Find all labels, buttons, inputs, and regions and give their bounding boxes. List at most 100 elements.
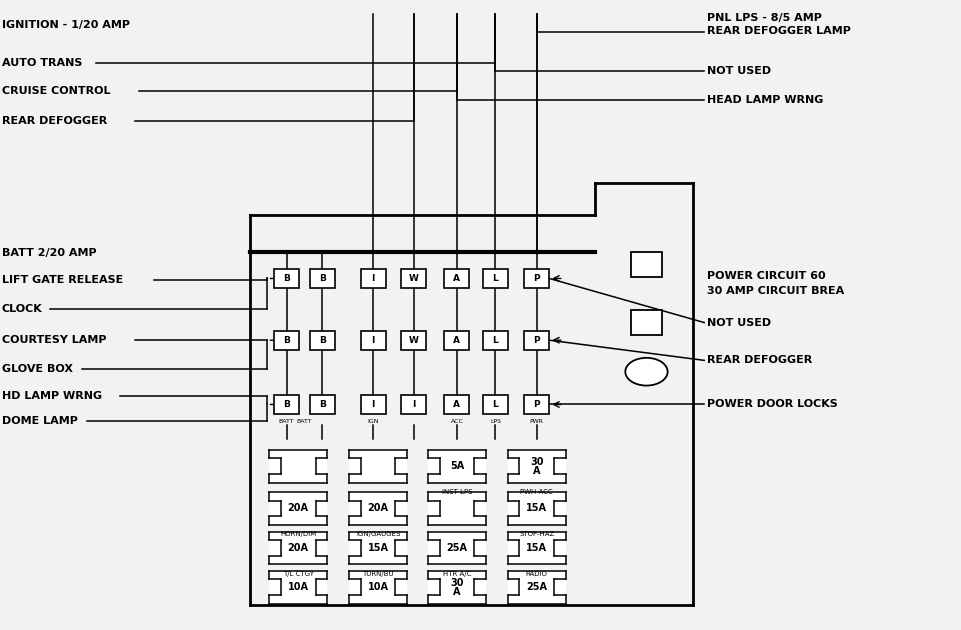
Text: 10A: 10A	[287, 582, 308, 592]
Text: 30 AMP CIRCUIT BREA: 30 AMP CIRCUIT BREA	[706, 286, 844, 296]
Text: 20A: 20A	[367, 503, 388, 513]
Text: W: W	[408, 274, 418, 283]
Text: A: A	[453, 400, 460, 409]
Text: HEAD LAMP WRNG: HEAD LAMP WRNG	[706, 94, 823, 105]
Bar	[524, 331, 549, 350]
Text: IGNITION - 1/20 AMP: IGNITION - 1/20 AMP	[2, 20, 130, 30]
Text: NOT USED: NOT USED	[706, 318, 771, 328]
Bar	[428, 492, 485, 525]
Text: 20A: 20A	[287, 543, 308, 553]
Text: HTR A/C: HTR A/C	[442, 571, 471, 577]
Text: PNL LPS - 8/5 AMP: PNL LPS - 8/5 AMP	[706, 13, 821, 23]
Text: IGN: IGN	[367, 419, 379, 424]
Bar	[444, 395, 469, 414]
Bar	[269, 571, 327, 604]
Bar	[428, 571, 485, 604]
Text: AUTO TRANS: AUTO TRANS	[2, 58, 83, 68]
Text: BATT 2/20 AMP: BATT 2/20 AMP	[2, 248, 96, 258]
Bar	[360, 395, 385, 414]
Bar	[274, 395, 299, 414]
Text: HD LAMP WRNG: HD LAMP WRNG	[2, 391, 102, 401]
Bar	[482, 331, 507, 350]
Text: 15A: 15A	[526, 543, 547, 553]
Bar	[524, 269, 549, 288]
Text: 25A: 25A	[446, 543, 467, 553]
Text: ACC: ACC	[450, 419, 463, 424]
Text: COURTESY LAMP: COURTESY LAMP	[2, 335, 107, 345]
Text: A: A	[453, 274, 460, 283]
Text: 5A: 5A	[450, 461, 463, 471]
Text: RADIO: RADIO	[526, 571, 547, 577]
Bar	[274, 269, 299, 288]
Text: PWR: PWR	[530, 419, 543, 424]
Text: 30
A: 30 A	[450, 578, 463, 597]
Text: L: L	[492, 274, 498, 283]
Text: L: L	[492, 336, 498, 345]
Bar	[349, 492, 407, 525]
Bar	[524, 395, 549, 414]
Text: I: I	[371, 274, 375, 283]
Bar	[349, 532, 407, 564]
Bar	[309, 331, 334, 350]
Bar	[360, 331, 385, 350]
Bar	[401, 331, 426, 350]
Bar	[349, 450, 407, 483]
Text: NOT USED: NOT USED	[706, 66, 771, 76]
Bar	[444, 331, 469, 350]
Text: I: I	[371, 336, 375, 345]
Bar	[482, 395, 507, 414]
Bar	[360, 269, 385, 288]
Bar	[482, 269, 507, 288]
Bar	[269, 532, 327, 564]
Text: B: B	[283, 274, 290, 283]
Text: 10A: 10A	[367, 582, 388, 592]
Circle shape	[625, 358, 667, 386]
Bar	[630, 310, 661, 335]
Bar	[428, 450, 485, 483]
Bar	[274, 331, 299, 350]
Text: POWER DOOR LOCKS: POWER DOOR LOCKS	[706, 399, 837, 410]
Text: 15A: 15A	[526, 503, 547, 513]
Bar	[444, 269, 469, 288]
Text: REAR DEFOGGER: REAR DEFOGGER	[706, 355, 811, 365]
Text: STOP-HAZ: STOP-HAZ	[519, 531, 554, 537]
Bar	[630, 252, 661, 277]
Bar	[507, 571, 565, 604]
Text: 20A: 20A	[287, 503, 308, 513]
Bar	[309, 395, 334, 414]
Bar	[401, 395, 426, 414]
Text: INST LPS: INST LPS	[441, 489, 472, 495]
Text: 25A: 25A	[526, 582, 547, 592]
Text: TURN/BU: TURN/BU	[362, 571, 393, 577]
Text: P: P	[533, 274, 539, 283]
Text: CRUISE CONTROL: CRUISE CONTROL	[2, 86, 111, 96]
Text: BATT: BATT	[296, 419, 312, 424]
Text: CLOCK: CLOCK	[2, 304, 42, 314]
Text: B: B	[283, 336, 290, 345]
Bar	[349, 571, 407, 604]
Bar	[309, 269, 334, 288]
Bar	[428, 532, 485, 564]
Bar	[269, 492, 327, 525]
Text: I: I	[411, 400, 415, 409]
Text: 15A: 15A	[367, 543, 388, 553]
Text: T/L CTGY: T/L CTGY	[283, 571, 313, 577]
Bar	[507, 532, 565, 564]
Text: W: W	[408, 336, 418, 345]
Bar	[507, 492, 565, 525]
Text: B: B	[318, 400, 326, 409]
Text: A: A	[453, 336, 460, 345]
Text: 30
A: 30 A	[530, 457, 543, 476]
Bar	[507, 450, 565, 483]
Text: B: B	[318, 336, 326, 345]
Text: BATT: BATT	[279, 419, 294, 424]
Text: POWER CIRCUIT 60: POWER CIRCUIT 60	[706, 271, 825, 281]
Text: B: B	[318, 274, 326, 283]
Bar	[269, 450, 327, 483]
Text: P: P	[533, 400, 539, 409]
Text: HORN/DIM: HORN/DIM	[280, 531, 316, 537]
Text: GLOVE BOX: GLOVE BOX	[2, 364, 73, 374]
Text: LPS: LPS	[489, 419, 501, 424]
Text: L: L	[492, 400, 498, 409]
Bar	[401, 269, 426, 288]
